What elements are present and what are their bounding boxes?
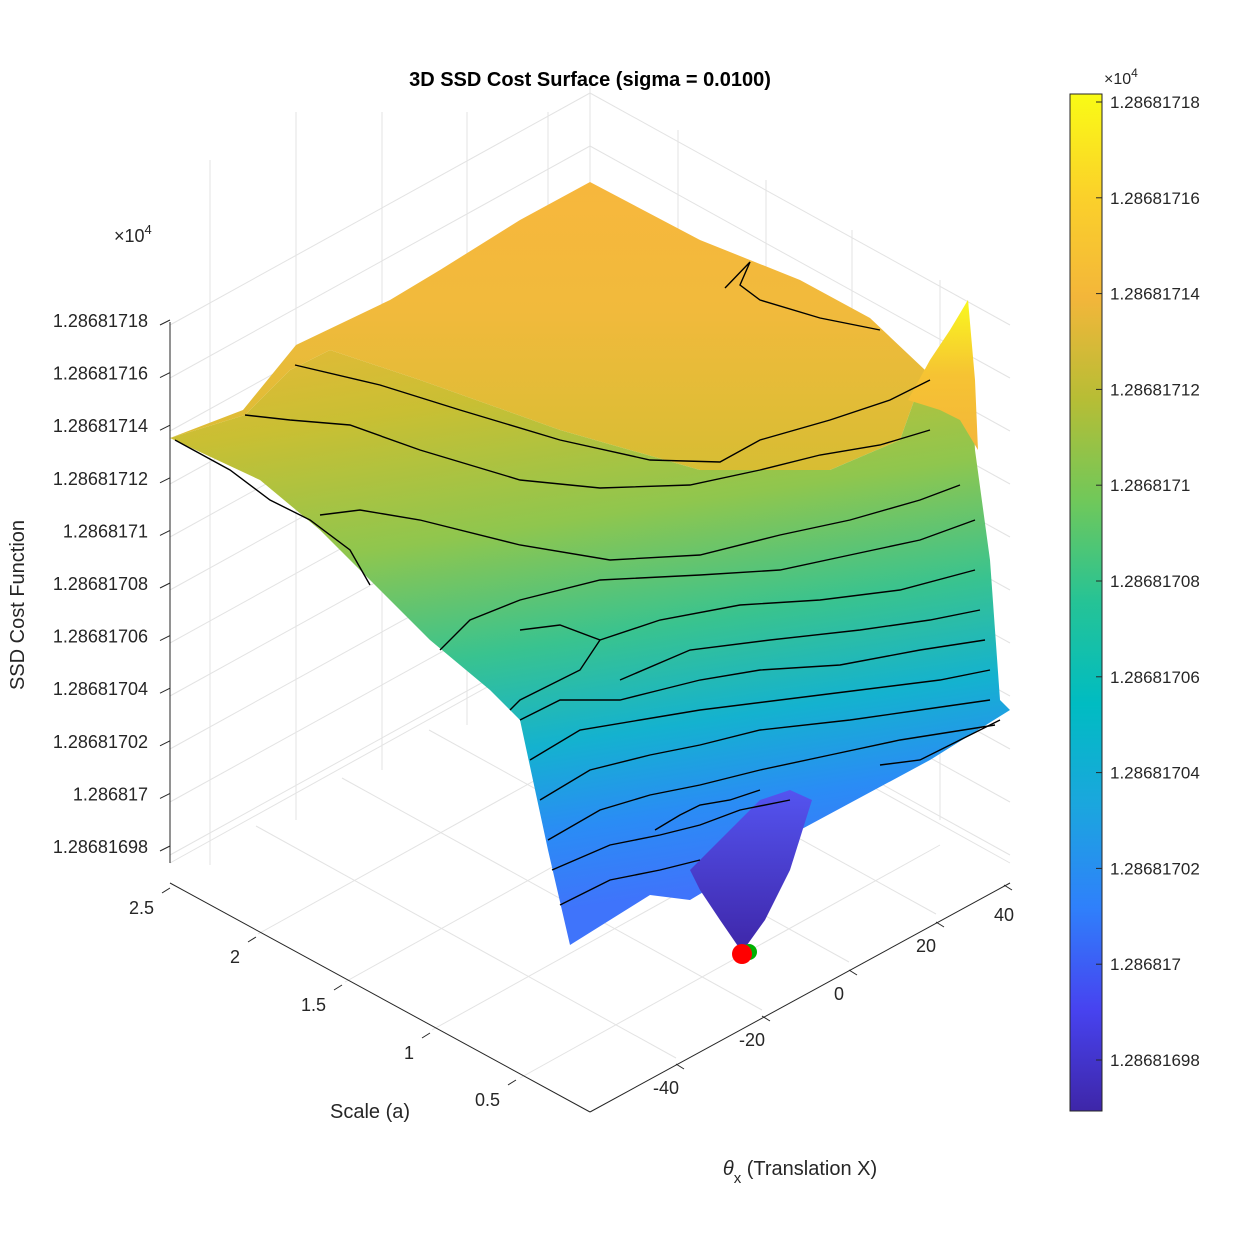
chart-title: 3D SSD Cost Surface (sigma = 0.0100) (409, 69, 771, 91)
y-axis-label: Scale (a) (330, 1101, 410, 1123)
surface-right-spike (908, 300, 978, 450)
surface-top-plateau (170, 182, 925, 470)
z-tick-label: 1.28681716 (53, 364, 148, 384)
x-tick-mark (675, 1063, 685, 1070)
z-tick-label: 1.28681702 (53, 732, 148, 752)
y-tick-mark (507, 1079, 517, 1086)
colorbar-tick-label: 1.28681706 (1110, 668, 1200, 687)
z-tick-label: 1.28681704 (53, 679, 148, 699)
colorbar-tick-label: 1.28681718 (1110, 93, 1200, 112)
y-tick-label: 2.5 (129, 898, 154, 918)
y-tick-label: 1 (404, 1043, 414, 1063)
z-tick-label: 1.286817 (73, 784, 148, 804)
z-axis-exponent: ×104 (114, 222, 152, 246)
z-tick-mark (159, 582, 171, 589)
axes-lines (169, 322, 1011, 1113)
x-tick-label: 40 (994, 905, 1014, 925)
x-tick-mark (761, 1015, 771, 1022)
y-tick-mark (333, 984, 343, 991)
colorbar-tick-label: 1.28681712 (1110, 380, 1200, 399)
y-tick-mark (161, 887, 171, 894)
z-tick-label: 1.28681706 (53, 627, 148, 647)
colorbar-tick-label: 1.28681704 (1110, 764, 1200, 783)
z-tick-mark (159, 372, 171, 379)
y-tick-mark (247, 936, 257, 943)
colorbar-tick-label: 1.28681708 (1110, 572, 1200, 591)
x-tick-mark (1003, 884, 1013, 891)
surface-valley (690, 790, 812, 952)
x-axis-line (589, 882, 1011, 1113)
x-tick-label: -40 (653, 1078, 679, 1098)
z-tick-mark (159, 424, 171, 431)
colorbar-exponent: ×104 (1104, 66, 1138, 88)
colorbar-tick-label: 1.28681702 (1110, 859, 1200, 878)
z-tick-label: 1.28681718 (53, 311, 148, 331)
x-axis-label: θx (Translation X) (723, 1158, 877, 1187)
colorbar-tick-label: 1.28681716 (1110, 189, 1200, 208)
z-tick-mark (159, 477, 171, 484)
x-axis-label-subscript: x (734, 1170, 742, 1187)
z-tick-mark (159, 635, 171, 642)
z-tick-mark (159, 845, 171, 852)
z-tick-mark (159, 792, 171, 799)
z-tick-mark (159, 529, 171, 536)
x-tick-mark (935, 921, 945, 928)
z-axis-label: SSD Cost Function (7, 520, 29, 690)
z-tick-mark (159, 687, 171, 694)
z-tick-mark (159, 740, 171, 747)
colorbar-ticks: 1.28681698 1.286817 1.28681702 1.28681704 1.… (1096, 93, 1200, 1070)
x-tick-label: 20 (916, 936, 936, 956)
y-tick-label: 2 (230, 947, 240, 967)
y-axis-line (169, 882, 591, 1113)
colorbar-exponent-power: 4 (1131, 66, 1138, 80)
colorbar-tick-label: 1.28681714 (1110, 285, 1200, 304)
z-tick-label: 1.28681698 (53, 837, 148, 857)
colorbar-tick-label: 1.286817 (1110, 955, 1181, 974)
x-axis-label-text: (Translation X) (741, 1158, 877, 1180)
y-axis-ticks: 0.5 1 1.5 2 2.5 (129, 887, 517, 1110)
x-axis-ticks: -40 -20 0 20 40 (653, 884, 1014, 1098)
colorbar-bar (1069, 93, 1103, 1112)
surface-mid-slope (170, 300, 1010, 945)
colorbar-exponent-base: ×10 (1104, 71, 1131, 88)
minimum-markers (732, 944, 757, 964)
colorbar-tick-label: 1.2868171 (1110, 476, 1190, 495)
z-tick-label: 1.28681714 (53, 416, 148, 436)
z-tick-label: 1.28681712 (53, 469, 148, 489)
x-tick-mark (848, 969, 858, 976)
z-tick-mark (159, 319, 171, 326)
y-tick-label: 0.5 (475, 1090, 500, 1110)
y-tick-label: 1.5 (301, 995, 326, 1015)
x-tick-label: -20 (739, 1030, 765, 1050)
x-axis-label-symbol: θ (723, 1158, 734, 1180)
colorbar: 1.28681698 1.286817 1.28681702 1.28681704 1.… (1069, 66, 1200, 1112)
minimum-marker-red (732, 944, 752, 964)
z-axis-ticks: 1.28681698 1.286817 1.28681702 1.28681704 1.… (53, 311, 171, 857)
z-exponent-power: 4 (145, 222, 152, 237)
z-tick-label: 1.28681708 (53, 574, 148, 594)
x-tick-label: 0 (834, 984, 844, 1004)
cost-surface (170, 182, 1010, 952)
y-tick-mark (421, 1032, 431, 1039)
colorbar-tick-label: 1.28681698 (1110, 1051, 1200, 1070)
contour-lines (174, 261, 1001, 906)
z-tick-label: 1.2868171 (63, 521, 148, 541)
z-exponent-base: ×10 (114, 226, 145, 246)
